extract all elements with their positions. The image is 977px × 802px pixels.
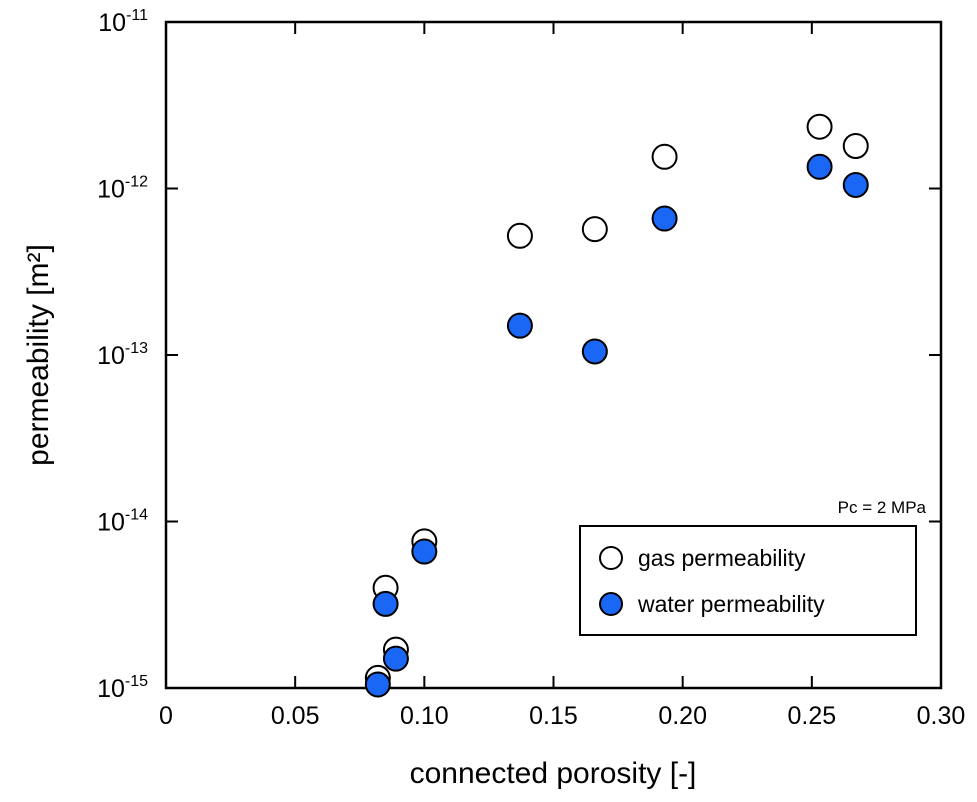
x-tick-label: 0.05 [271,702,320,730]
y-tick-label-base: 10 [97,176,125,204]
gas-permeability-point [806,113,833,140]
water-permeability-point [382,645,409,672]
y-tick-label-exponent: -11 [126,7,148,24]
y-tick-label-base: 10 [97,342,125,370]
water-permeability-point [411,538,438,565]
y-tick-label-base: 10 [97,509,125,537]
y-tick-label-exponent: -15 [125,673,148,690]
y-tick-label-exponent: -13 [125,340,148,357]
gas-permeability-point [581,216,608,243]
y-tick-label: 10-13 [97,340,148,370]
x-tick-label: 0.20 [658,702,707,730]
y-tick-label: 10-14 [97,507,148,537]
water-permeability-point [806,153,833,180]
y-tick-label-exponent: -14 [125,507,148,524]
legend-box [579,525,917,636]
y-tick-label: 10-11 [98,7,148,37]
x-tick-label: 0.30 [917,702,966,730]
gas-permeability-point [842,132,869,159]
legend-label-water: water permeability [637,591,825,617]
legend-marker-gas [599,546,623,570]
water-permeability-point [364,671,391,698]
points-layer [364,113,869,698]
water-permeability-point [506,312,533,339]
gas-permeability-point [651,143,678,170]
y-tick-label: 10-15 [97,673,148,703]
x-axis-label: connected porosity [-] [410,757,697,790]
legend: gas permeability water permeability [579,525,917,636]
ticks-layer: 0 0.05 0.10 0.15 0.20 0.25 0.3010-1510-1410-13… [97,7,965,730]
annotation-pc: Pc = 2 MPa [838,498,927,517]
legend-marker-water [599,592,623,616]
y-axis-label: permeability [m²] [22,244,55,466]
water-permeability-point [651,205,678,232]
water-permeability-point [581,338,608,365]
y-tick-label-exponent: -12 [125,174,148,191]
y-tick-label-base: 10 [98,9,126,37]
series-water [364,153,869,698]
legend-label-gas: gas permeability [638,545,806,571]
x-tick-label: 0 [159,702,173,730]
y-tick-label: 10-12 [97,174,148,204]
water-permeability-point [842,171,869,198]
water-permeability-point [372,590,399,617]
gas-permeability-point [506,222,533,249]
x-tick-label: 0.15 [529,702,578,730]
x-tick-label: 0.25 [787,702,836,730]
plot-frame [164,20,943,690]
y-tick-label-base: 10 [97,675,125,703]
x-tick-label: 0.10 [400,702,449,730]
